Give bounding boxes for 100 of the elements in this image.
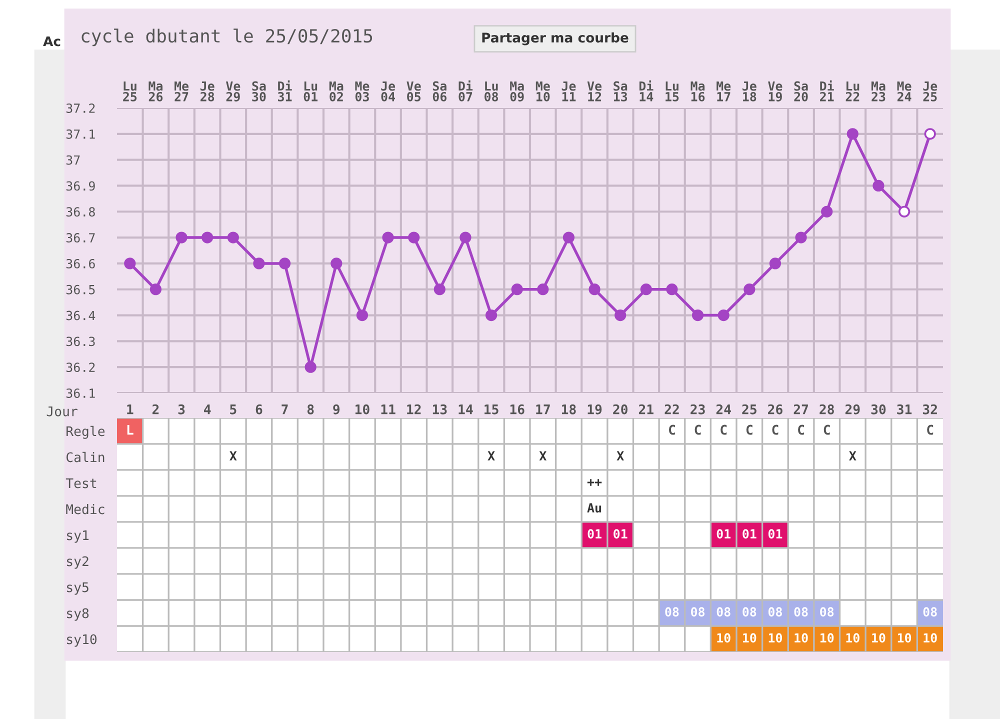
- x-tick-label: Sa 13: [614, 81, 628, 102]
- y-tick-label: 37.2: [66, 104, 95, 113]
- category-label: sy1: [66, 530, 89, 543]
- point: [304, 361, 316, 373]
- x2-tick-label: 16: [510, 404, 524, 414]
- x2-tick-label: 10: [355, 404, 370, 414]
- x2-tick-label: 30: [871, 404, 886, 414]
- category-label: sy5: [66, 582, 88, 595]
- text: 10: [898, 633, 912, 643]
- category-label: sy10: [66, 634, 97, 647]
- point: [278, 258, 291, 270]
- x-tick-label: Di 14: [639, 80, 654, 102]
- text: Ac: [43, 36, 60, 46]
- x2-tick-label: 22: [664, 404, 679, 414]
- x2-tick-label: 24: [716, 404, 731, 414]
- y-tick-label: 37.1: [66, 129, 95, 139]
- x2-tick-label: 19: [588, 404, 602, 414]
- text: C: [720, 424, 727, 435]
- point: [511, 284, 523, 296]
- text: X: [539, 451, 547, 460]
- x-tick-label: Je 18: [742, 81, 756, 102]
- text: C: [668, 424, 675, 435]
- x2-tick-label: 12: [407, 404, 421, 414]
- x-tick-label: Je 11: [562, 81, 576, 102]
- text: X: [849, 451, 856, 460]
- x2-tick-label: 18: [562, 404, 576, 414]
- x-tick-label: Je 25: [923, 81, 938, 102]
- point: [202, 232, 214, 244]
- text: X: [616, 451, 624, 460]
- x-tick-label: Sa 06: [432, 81, 447, 102]
- text: X: [488, 451, 495, 460]
- text: 01: [768, 529, 782, 539]
- x-tick-label: Me 17: [716, 81, 731, 102]
- point: [588, 284, 600, 296]
- x-tick-label: Sa 20: [794, 81, 808, 102]
- x-tick-label: Ma 02: [329, 81, 344, 102]
- x2-tick-label: 11: [381, 404, 396, 414]
- text: Au: [587, 503, 602, 513]
- text: 10: [794, 633, 808, 643]
- point: [795, 232, 807, 244]
- text: 01: [742, 529, 756, 539]
- x-tick-label: Lu 22: [846, 81, 860, 102]
- text: C: [746, 424, 752, 435]
- point: [562, 232, 575, 244]
- y-tick-label: 36.4: [66, 310, 96, 320]
- point: [434, 284, 446, 296]
- text: C: [694, 424, 701, 435]
- category-label: sy8: [66, 608, 89, 621]
- point: [537, 284, 549, 296]
- point: [821, 206, 833, 218]
- x-tick-label: Di 21: [820, 80, 834, 102]
- x-tick-label: Lu 08: [484, 81, 498, 102]
- x2-tick-label: 27: [794, 404, 808, 414]
- x-tick-label: Ve 12: [587, 81, 602, 102]
- text: 08: [716, 607, 730, 617]
- x2-tick-label: 21: [638, 404, 654, 414]
- x2-tick-label: 2: [152, 404, 159, 414]
- y-tick-label: 36.5: [66, 284, 95, 294]
- x-tick-label: Ma 26: [148, 81, 163, 102]
- point: [769, 258, 782, 270]
- point: [150, 284, 162, 296]
- point: [640, 284, 652, 296]
- x2-tick-label: 4: [204, 404, 211, 414]
- x-tick-label: Me 27: [174, 81, 189, 102]
- point: [872, 180, 884, 192]
- y-tick-label: 37: [66, 155, 80, 165]
- x-tick-label: Me 03: [355, 81, 370, 102]
- x-tick-label: Lu 01: [304, 81, 318, 102]
- text: C: [772, 424, 778, 435]
- y-tick-label: 36.9: [66, 181, 95, 191]
- text: 10: [717, 633, 730, 643]
- text: 01: [614, 529, 628, 539]
- y-tick-label: 36.8: [66, 207, 95, 217]
- x2-tick-label: 8: [307, 404, 314, 414]
- point: [744, 284, 756, 296]
- category-label: Medic: [66, 504, 104, 514]
- text: C: [824, 424, 830, 435]
- point: [253, 258, 265, 270]
- x-tick-label: Ve 29: [226, 81, 240, 102]
- x-tick-label: Ve 05: [406, 81, 421, 102]
- x2-tick-label: 25: [742, 404, 756, 414]
- point: [485, 309, 498, 322]
- x2-tick-label: 31: [897, 404, 912, 414]
- x-tick-label: Lu 25: [123, 81, 137, 102]
- text: C: [798, 424, 804, 435]
- x2-axis-title: Jour: [46, 406, 78, 416]
- x2-tick-label: 15: [484, 404, 498, 414]
- text: Partager ma courbe: [482, 32, 628, 46]
- y-tick-label: 36.1: [66, 388, 95, 398]
- text: 10: [820, 633, 834, 643]
- text: 10: [872, 633, 886, 643]
- y-tick-label: 36.2: [66, 362, 95, 372]
- text: 08: [794, 607, 808, 617]
- x2-tick-label: 13: [432, 404, 447, 414]
- point: [692, 309, 704, 322]
- category-label: Regle: [66, 426, 105, 439]
- text: 01: [716, 529, 731, 539]
- text: 08: [820, 607, 834, 617]
- text: X: [230, 451, 237, 460]
- category-label: sy2: [66, 556, 88, 569]
